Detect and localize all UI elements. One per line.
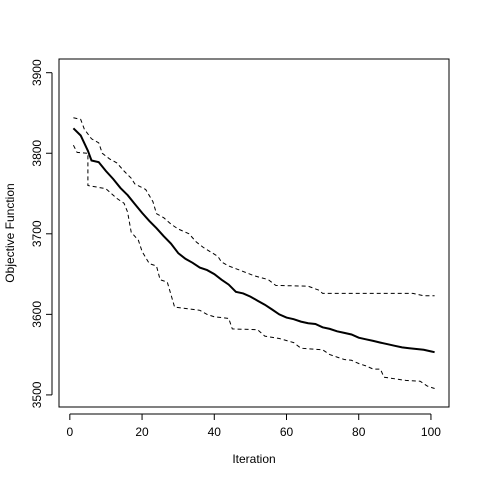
- x-axis-label: Iteration: [232, 452, 275, 466]
- plot-frame: [58, 58, 450, 408]
- x-axis: 0 20 40 60 80 100: [66, 413, 441, 439]
- x-tick-label: 40: [208, 425, 222, 439]
- y-tick-label: 3500: [30, 381, 44, 408]
- x-tick-label: 0: [66, 425, 73, 439]
- series-line-bound-2: [72, 144, 435, 389]
- y-tick-label: 3800: [30, 140, 44, 167]
- y-axis-label: Objective Function: [3, 183, 17, 282]
- y-axis: 3500 3600 3700 3800 3900: [30, 59, 53, 408]
- series-layer: [72, 117, 435, 389]
- x-tick-label: 60: [280, 425, 294, 439]
- series-line-bound-1: [73, 117, 435, 297]
- y-tick-label: 3600: [30, 301, 44, 328]
- y-tick-label: 3700: [30, 220, 44, 247]
- x-tick-label: 100: [421, 425, 441, 439]
- series-line-mean: [72, 127, 435, 354]
- x-tick-label: 80: [352, 425, 366, 439]
- y-tick-label: 3900: [30, 59, 44, 86]
- x-tick-label: 20: [135, 425, 149, 439]
